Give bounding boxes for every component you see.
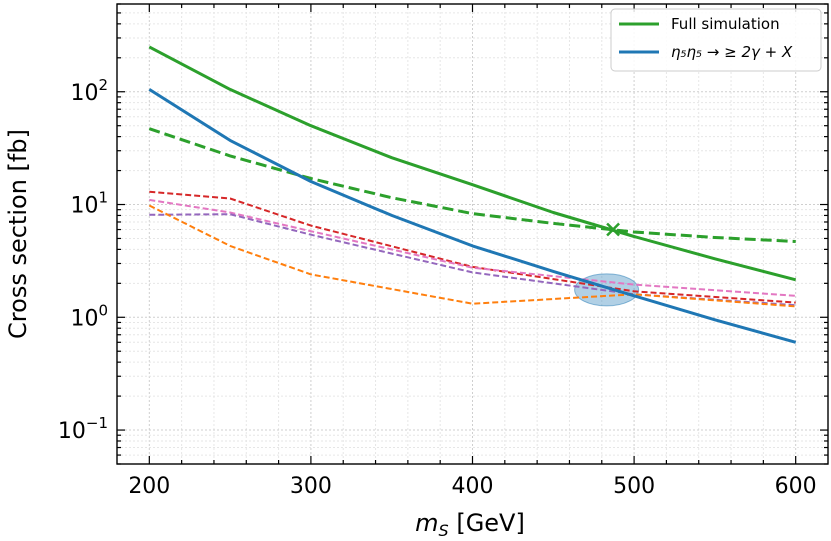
series-line-full-simulation-dashed: [148, 127, 796, 243]
series-lines: [148, 45, 797, 344]
cross-marker: [606, 222, 620, 237]
legend-box: [610, 8, 822, 72]
y-tick-label: 101: [70, 189, 108, 219]
y-tick-label: 10−1: [58, 414, 108, 444]
cross-marker-stroke-b: [606, 222, 620, 237]
series-line-red-dashed: [149, 190, 796, 304]
grid: [117, 3, 828, 465]
x-tick-label: 400: [452, 474, 494, 499]
series-line-full-simulation: [148, 45, 797, 282]
y-tick-label: 102: [70, 76, 108, 106]
x-tick-label: 500: [613, 474, 655, 499]
y-axis-title: Cross section [fb]: [4, 129, 32, 339]
legend: Full simulation η₅η₅ → ≥ 2γ + X: [610, 8, 822, 72]
series-line-purple-dashed: [149, 213, 796, 307]
x-tick-label: 200: [128, 474, 170, 499]
series-line-5-5-2-x: [148, 88, 797, 344]
tick-labels: 200 300 400 500 600 10−1 100 101 102: [58, 76, 817, 499]
series-line-orange-dashed: [148, 204, 796, 308]
series-line-pink-dashed: [149, 198, 796, 297]
legend-label-full-simulation: Full simulation: [671, 15, 780, 33]
markers: [606, 222, 620, 237]
x-tick-label: 600: [775, 474, 817, 499]
x-tick-label: 300: [290, 474, 332, 499]
x-axis-title: mS [GeV]: [415, 509, 525, 540]
x-axis-sub: S: [439, 521, 449, 540]
legend-label-eta5-decay: η₅η₅ → ≥ 2γ + X: [671, 43, 793, 61]
y-tick-label: 100: [70, 301, 108, 331]
x-axis-unit: [GeV]: [449, 509, 525, 537]
axis-ticks: [117, 3, 828, 465]
x-axis-var: m: [415, 509, 438, 537]
